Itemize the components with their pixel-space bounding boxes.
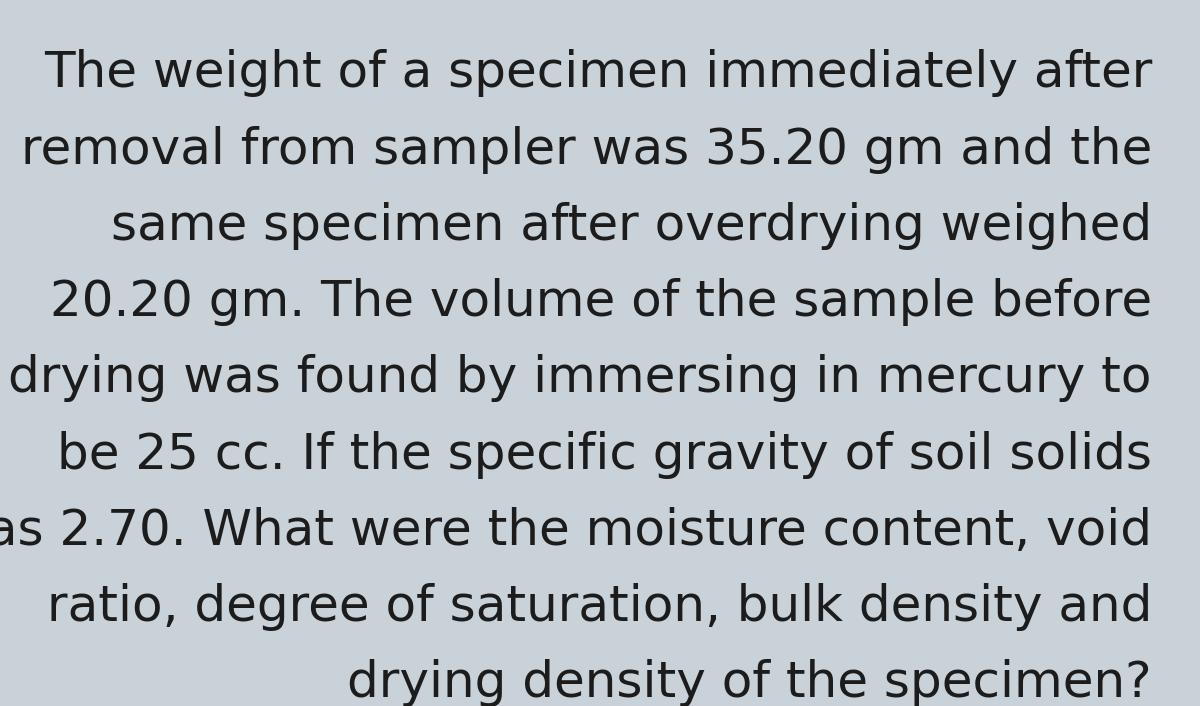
Text: was 2.70. What were the moisture content, void: was 2.70. What were the moisture content… xyxy=(0,507,1152,555)
Text: removal from sampler was 35.20 gm and the: removal from sampler was 35.20 gm and th… xyxy=(20,126,1152,174)
Text: drying was found by immersing in mercury to: drying was found by immersing in mercury… xyxy=(8,354,1152,402)
Text: ratio, degree of saturation, bulk density and: ratio, degree of saturation, bulk densit… xyxy=(47,583,1152,631)
Text: 20.20 gm. The volume of the sample before: 20.20 gm. The volume of the sample befor… xyxy=(50,278,1152,326)
Text: The weight of a specimen immediately after: The weight of a specimen immediately aft… xyxy=(43,49,1152,97)
Text: be 25 cc. If the specific gravity of soil solids: be 25 cc. If the specific gravity of soi… xyxy=(58,431,1152,479)
Text: drying density of the specimen?: drying density of the specimen? xyxy=(347,659,1152,706)
Text: same specimen after overdrying weighed: same specimen after overdrying weighed xyxy=(110,202,1152,250)
